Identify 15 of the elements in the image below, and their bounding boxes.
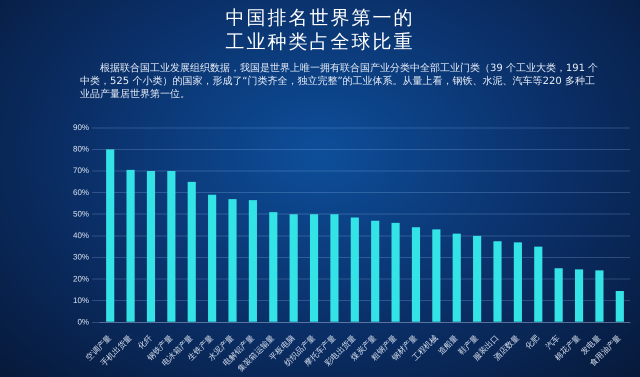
x-tick-label: 化肥 <box>524 333 542 351</box>
y-tick-label: 90% <box>72 123 90 132</box>
y-tick-label: 40% <box>72 231 90 240</box>
y-tick-label: 10% <box>72 296 90 305</box>
y-tick-label: 60% <box>72 188 90 197</box>
chart-subtitle: 根据联合国工业发展组织数据，我国是世界上唯一拥有联合国产业分类中全部工业门类（39 个工业大类，191 个中类，525 个小类）的国家，形成了“门类齐全，独立完整”的工业体系。从量上看，钢铁、水泥、汽车等220 多种工业品产量居世界第一位。 <box>80 62 600 101</box>
y-tick-label: 80% <box>72 144 90 154</box>
y-tick-label: 30% <box>72 252 90 262</box>
chart-title: 中国排名世界第一的工业种类占全球比重 <box>224 6 416 54</box>
y-tick-label: 20% <box>72 274 90 284</box>
y-tick-label: 70% <box>72 166 90 176</box>
y-tick-label: 0% <box>77 317 90 326</box>
x-tick-label: 汽车 <box>544 333 562 351</box>
y-tick-label: 50% <box>72 209 90 218</box>
x-tick-label: 化纤 <box>136 333 154 351</box>
